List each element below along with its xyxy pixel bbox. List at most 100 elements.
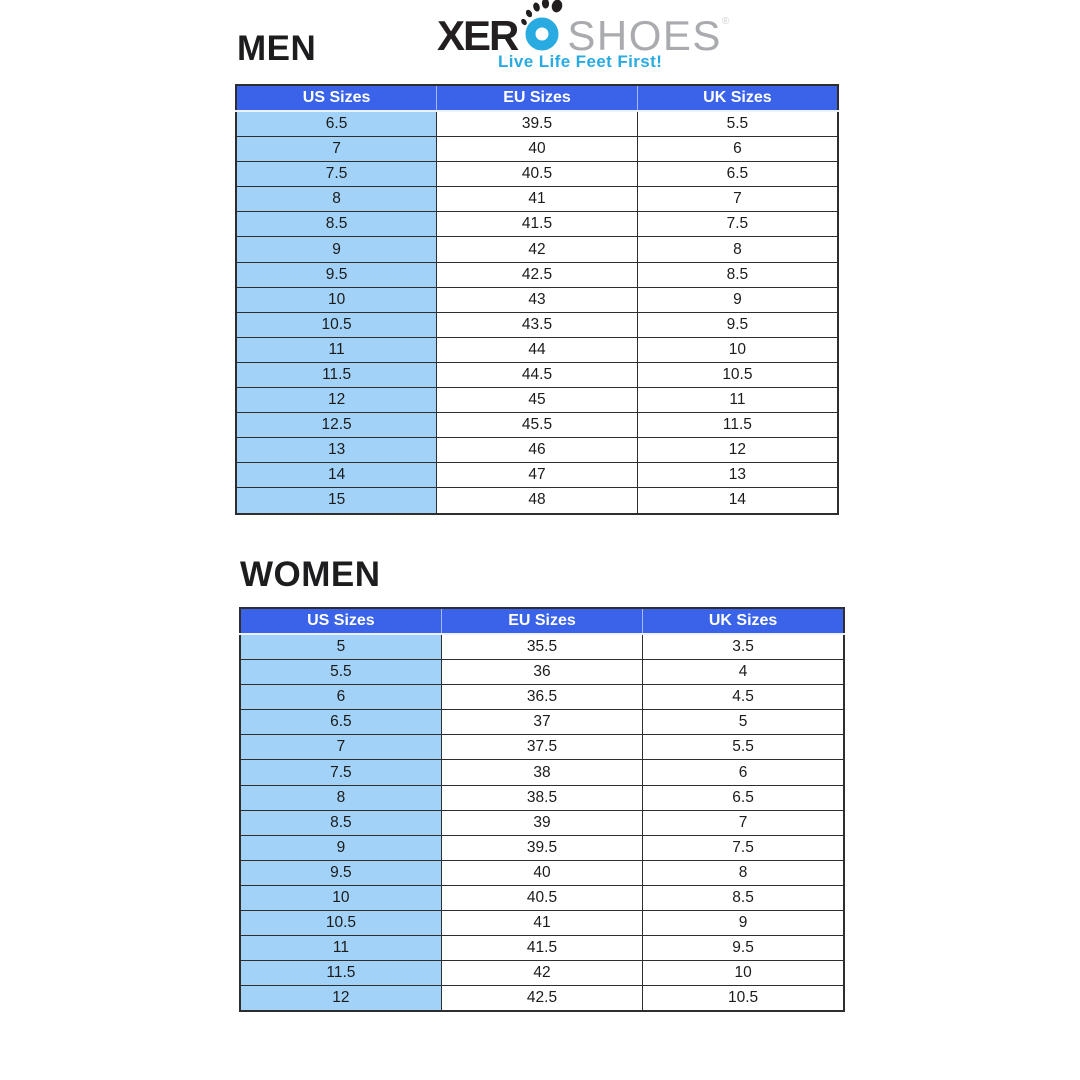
uk-size-cell: 4 [642,659,845,686]
table-row: 14 47 13 [235,462,839,489]
uk-size-cell: 10 [642,960,845,987]
uk-size-cell: 7.5 [642,834,845,861]
eu-size-cell: 42 [440,960,644,987]
us-size-cell: 9 [239,834,442,861]
us-size-cell: 5.5 [239,659,442,686]
eu-size-cell: 38.5 [440,784,644,811]
men-eu-sizes-header: EU Sizes [436,85,638,112]
us-size-cell: 8.5 [235,211,438,238]
uk-size-cell: 3.5 [642,633,845,661]
men-table-header-row: US Sizes EU Sizes UK Sizes [235,85,838,112]
eu-size-cell: 41 [436,186,638,213]
eu-size-cell: 42.5 [440,985,644,1012]
uk-size-cell: 10.5 [636,361,839,389]
us-size-cell: 8.5 [239,809,442,836]
table-row: 12 42.5 10.5 [239,985,845,1012]
uk-size-cell: 9.5 [636,311,839,338]
uk-size-cell: 12 [636,437,839,464]
us-size-cell: 14 [235,462,438,489]
us-size-cell: 6.5 [235,110,438,138]
table-row: 9 39.5 7.5 [239,834,845,861]
registered-trademark-symbol: ® [721,16,730,27]
us-size-cell: 8 [239,784,442,811]
table-row: 10 40.5 8.5 [239,884,845,912]
table-row: 12.5 45.5 11.5 [235,412,839,439]
us-size-cell: 7 [239,734,442,761]
table-row: 10 43 9 [235,286,839,313]
table-row: 13 46 12 [235,437,839,464]
uk-size-cell: 7.5 [636,211,839,238]
brand-text-shoes: SHOES [567,12,722,59]
eu-size-cell: 44.5 [436,361,638,389]
uk-size-cell: 9 [636,286,839,313]
uk-size-cell: 8 [642,859,845,886]
table-row: 10.5 41 9 [239,910,845,937]
eu-size-cell: 37.5 [440,734,644,761]
foot-o-icon [521,0,563,51]
eu-size-cell: 40.5 [440,884,644,912]
eu-size-cell: 45 [436,387,638,414]
eu-size-cell: 47 [436,462,638,489]
us-size-cell: 11 [239,935,442,962]
us-size-cell: 15 [235,487,438,514]
women-section-title: WOMEN [240,555,381,594]
eu-size-cell: 36 [440,659,644,686]
uk-size-cell: 8 [636,236,839,263]
uk-size-cell: 5.5 [636,110,839,138]
uk-size-cell: 8.5 [642,884,845,912]
men-uk-sizes-header: UK Sizes [636,85,838,112]
uk-size-cell: 7 [636,186,839,213]
us-size-cell: 12 [239,985,442,1012]
eu-size-cell: 46 [436,437,638,464]
uk-size-cell: 5.5 [642,734,845,761]
us-size-cell: 10.5 [239,910,442,937]
eu-size-cell: 39 [440,809,644,836]
eu-size-cell: 37 [440,709,644,736]
table-row: 8.5 41.5 7.5 [235,211,839,238]
us-size-cell: 6.5 [239,709,442,736]
uk-size-cell: 6 [636,136,839,163]
us-size-cell: 5 [239,633,442,661]
eu-size-cell: 36.5 [440,684,644,711]
uk-size-cell: 8.5 [636,261,839,288]
eu-size-cell: 48 [436,487,638,514]
eu-size-cell: 39.5 [436,110,638,138]
table-row: 5 35.5 3.5 [239,633,845,661]
us-size-cell: 11.5 [239,960,442,987]
table-row: 8 38.5 6.5 [239,784,845,811]
eu-size-cell: 44 [436,336,638,363]
us-size-cell: 7.5 [239,759,442,786]
us-size-cell: 9.5 [239,859,442,886]
table-row: 11.5 42 10 [239,960,845,987]
us-size-cell: 7.5 [235,161,438,188]
table-row: 9.5 40 8 [239,859,845,886]
uk-size-cell: 11 [636,387,839,414]
men-us-sizes-header: US Sizes [235,85,437,112]
table-row: 5.5 36 4 [239,659,845,686]
table-row: 7.5 40.5 6.5 [235,161,839,188]
eu-size-cell: 43 [436,286,638,313]
eu-size-cell: 39.5 [440,834,644,861]
uk-size-cell: 9 [642,910,845,937]
eu-size-cell: 38 [440,759,644,786]
us-size-cell: 9.5 [235,261,438,288]
eu-size-cell: 35.5 [440,633,644,661]
eu-size-cell: 41 [440,910,644,937]
us-size-cell: 12.5 [235,412,438,439]
uk-size-cell: 13 [636,462,839,489]
eu-size-cell: 41.5 [436,211,638,238]
table-row: 11.5 44.5 10.5 [235,361,839,389]
us-size-cell: 9 [235,236,438,263]
women-size-table: US Sizes EU Sizes UK Sizes 5 35.5 3.5 5.5 36 4 6… [238,607,845,1013]
table-row: 6.5 37 5 [239,709,845,736]
eu-size-cell: 41.5 [440,935,644,962]
uk-size-cell: 4.5 [642,684,845,711]
eu-size-cell: 40.5 [436,161,638,188]
table-row: 6 36.5 4.5 [239,684,845,711]
women-us-sizes-header: US Sizes [238,608,442,635]
uk-size-cell: 6.5 [636,161,839,188]
table-row: 7.5 38 6 [239,759,845,786]
women-table-header-row: US Sizes EU Sizes UK Sizes [238,608,844,635]
table-row: 8.5 39 7 [239,809,845,836]
women-uk-sizes-header: UK Sizes [642,608,844,635]
